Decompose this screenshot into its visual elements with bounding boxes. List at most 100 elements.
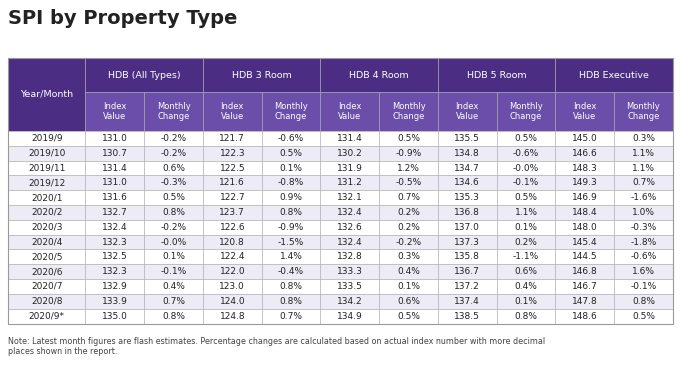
Text: Monthly
Change: Monthly Change bbox=[509, 102, 543, 122]
Text: HDB Executive: HDB Executive bbox=[579, 71, 649, 80]
Text: 0.6%: 0.6% bbox=[514, 267, 537, 276]
Text: HDB (All Types): HDB (All Types) bbox=[108, 71, 180, 80]
Text: 134.2: 134.2 bbox=[337, 297, 362, 306]
Text: 132.1: 132.1 bbox=[337, 193, 363, 202]
Text: 0.8%: 0.8% bbox=[514, 312, 537, 321]
Text: -0.1%: -0.1% bbox=[513, 178, 539, 187]
Text: 131.0: 131.0 bbox=[102, 134, 128, 143]
Text: 131.4: 131.4 bbox=[337, 134, 363, 143]
Text: -0.2%: -0.2% bbox=[161, 149, 187, 158]
Text: 138.5: 138.5 bbox=[454, 312, 480, 321]
Text: 120.8: 120.8 bbox=[219, 237, 245, 246]
Text: -0.2%: -0.2% bbox=[161, 223, 187, 232]
Text: 2020/5: 2020/5 bbox=[31, 252, 63, 261]
Text: 135.0: 135.0 bbox=[102, 312, 128, 321]
Text: 0.1%: 0.1% bbox=[514, 297, 537, 306]
Text: 134.6: 134.6 bbox=[454, 178, 480, 187]
Text: 123.0: 123.0 bbox=[219, 282, 245, 291]
Text: Monthly
Change: Monthly Change bbox=[392, 102, 426, 122]
Text: 2020/6: 2020/6 bbox=[31, 267, 63, 276]
Text: 146.9: 146.9 bbox=[572, 193, 598, 202]
Text: -0.1%: -0.1% bbox=[161, 267, 187, 276]
Text: 0.1%: 0.1% bbox=[279, 163, 302, 172]
Text: 122.4: 122.4 bbox=[219, 252, 245, 261]
Text: 0.7%: 0.7% bbox=[162, 297, 185, 306]
Text: -0.1%: -0.1% bbox=[631, 282, 656, 291]
Text: Monthly
Change: Monthly Change bbox=[627, 102, 661, 122]
Text: -0.9%: -0.9% bbox=[278, 223, 304, 232]
Text: 0.8%: 0.8% bbox=[279, 297, 302, 306]
Text: 0.8%: 0.8% bbox=[162, 312, 185, 321]
Text: 131.0: 131.0 bbox=[102, 178, 128, 187]
Text: 136.8: 136.8 bbox=[454, 208, 480, 217]
Text: Monthly
Change: Monthly Change bbox=[274, 102, 308, 122]
Text: 122.5: 122.5 bbox=[219, 163, 245, 172]
Text: -0.0%: -0.0% bbox=[161, 237, 187, 246]
Text: 146.6: 146.6 bbox=[572, 149, 598, 158]
Text: 0.4%: 0.4% bbox=[162, 282, 185, 291]
Text: 121.6: 121.6 bbox=[219, 178, 245, 187]
Text: 0.4%: 0.4% bbox=[515, 282, 537, 291]
Text: 0.8%: 0.8% bbox=[632, 297, 655, 306]
Text: 145.4: 145.4 bbox=[572, 237, 597, 246]
Text: 124.0: 124.0 bbox=[219, 297, 245, 306]
Text: 0.5%: 0.5% bbox=[397, 134, 420, 143]
Text: 2020/1: 2020/1 bbox=[31, 193, 63, 202]
Text: -1.5%: -1.5% bbox=[278, 237, 304, 246]
Text: 0.5%: 0.5% bbox=[632, 312, 655, 321]
Text: 0.7%: 0.7% bbox=[632, 178, 655, 187]
Text: -0.8%: -0.8% bbox=[278, 178, 304, 187]
Text: 0.6%: 0.6% bbox=[397, 297, 420, 306]
Text: 137.4: 137.4 bbox=[454, 297, 480, 306]
Text: 0.5%: 0.5% bbox=[514, 134, 537, 143]
Text: 133.5: 133.5 bbox=[337, 282, 363, 291]
Text: 122.7: 122.7 bbox=[219, 193, 245, 202]
Text: HDB 4 Room: HDB 4 Room bbox=[349, 71, 409, 80]
Text: Index
Value: Index Value bbox=[221, 102, 244, 122]
Text: 130.7: 130.7 bbox=[102, 149, 128, 158]
Text: 135.8: 135.8 bbox=[454, 252, 480, 261]
Text: 147.8: 147.8 bbox=[572, 297, 598, 306]
Text: 0.1%: 0.1% bbox=[514, 223, 537, 232]
Text: 149.3: 149.3 bbox=[572, 178, 598, 187]
Text: -1.6%: -1.6% bbox=[631, 193, 656, 202]
Text: -0.4%: -0.4% bbox=[278, 267, 304, 276]
Text: 131.6: 131.6 bbox=[102, 193, 128, 202]
Text: 132.8: 132.8 bbox=[337, 252, 363, 261]
Text: -0.3%: -0.3% bbox=[631, 223, 656, 232]
Text: 134.7: 134.7 bbox=[454, 163, 480, 172]
Text: -0.6%: -0.6% bbox=[278, 134, 304, 143]
Text: -0.5%: -0.5% bbox=[396, 178, 422, 187]
Text: 2019/10: 2019/10 bbox=[28, 149, 65, 158]
Text: 2019/9: 2019/9 bbox=[31, 134, 63, 143]
Text: 122.6: 122.6 bbox=[219, 223, 245, 232]
Text: 0.7%: 0.7% bbox=[397, 193, 420, 202]
Text: 122.0: 122.0 bbox=[219, 267, 245, 276]
Text: Note: Latest month figures are flash estimates. Percentage changes are calculate: Note: Latest month figures are flash est… bbox=[8, 337, 545, 356]
Text: 135.5: 135.5 bbox=[454, 134, 480, 143]
Text: 1.0%: 1.0% bbox=[632, 208, 655, 217]
Text: -0.2%: -0.2% bbox=[161, 134, 187, 143]
Text: 0.2%: 0.2% bbox=[515, 237, 537, 246]
Text: 132.4: 132.4 bbox=[337, 237, 362, 246]
Text: Index
Value: Index Value bbox=[456, 102, 479, 122]
Text: 0.2%: 0.2% bbox=[397, 208, 420, 217]
Text: 134.9: 134.9 bbox=[337, 312, 363, 321]
Text: 2020/7: 2020/7 bbox=[31, 282, 63, 291]
Text: 0.1%: 0.1% bbox=[397, 282, 420, 291]
Text: 131.2: 131.2 bbox=[337, 178, 363, 187]
Text: 137.3: 137.3 bbox=[454, 237, 480, 246]
Text: Index
Value: Index Value bbox=[573, 102, 597, 122]
Text: 146.7: 146.7 bbox=[572, 282, 598, 291]
Text: 0.5%: 0.5% bbox=[514, 193, 537, 202]
Text: Year/Month: Year/Month bbox=[20, 90, 74, 99]
Text: 135.3: 135.3 bbox=[454, 193, 480, 202]
Text: 2020/4: 2020/4 bbox=[31, 237, 63, 246]
Text: 132.9: 132.9 bbox=[102, 282, 128, 291]
Text: 133.9: 133.9 bbox=[102, 297, 128, 306]
Text: SPI by Property Type: SPI by Property Type bbox=[8, 9, 238, 28]
Text: 1.1%: 1.1% bbox=[632, 163, 655, 172]
Text: 0.2%: 0.2% bbox=[397, 223, 420, 232]
Text: 148.4: 148.4 bbox=[572, 208, 597, 217]
Text: 0.4%: 0.4% bbox=[397, 267, 420, 276]
